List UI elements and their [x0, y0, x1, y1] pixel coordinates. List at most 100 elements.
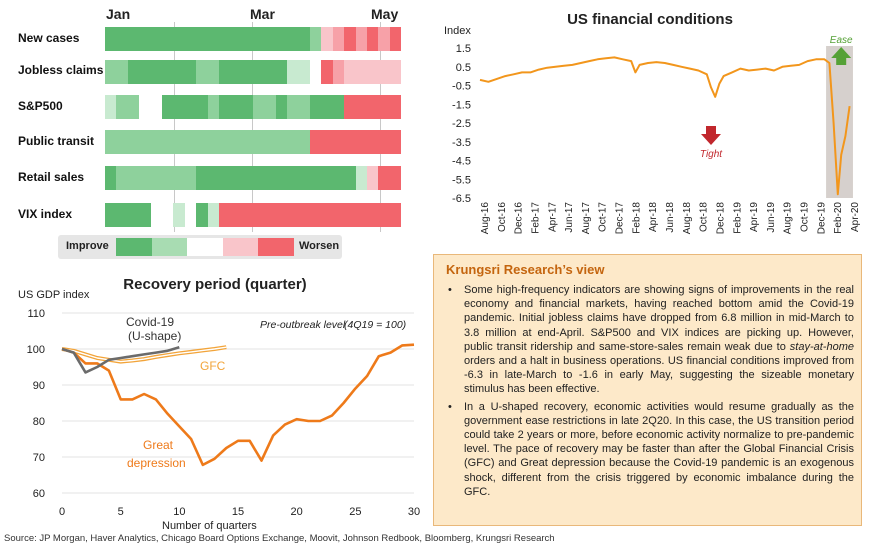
heatmap-cell: [389, 203, 402, 227]
heatmap-cell: [310, 130, 322, 154]
heatmap-cell: [310, 27, 322, 51]
heatmap-row-vix-index: [105, 203, 402, 227]
heatmap-cell: [184, 166, 197, 190]
gdp-chart-title: Recovery period (quarter): [123, 276, 307, 293]
heatmap-cell: [378, 95, 390, 119]
fci-x-tick-label: Apr-20: [850, 202, 861, 232]
fci-x-tick-label: Aug-18: [682, 202, 693, 235]
heatmap-cell: [253, 166, 265, 190]
heatmap-cell: [298, 27, 311, 51]
heatmap-cell: [173, 166, 185, 190]
heatmap-row-label: Retail sales: [18, 170, 85, 184]
heatmap-cell: [298, 166, 311, 190]
heatmap-gridline: [174, 22, 175, 232]
heatmap-cell: [287, 95, 299, 119]
fci-x-tick-label: Apr-17: [547, 202, 558, 232]
heatmap-cell: [196, 203, 208, 227]
fci-chart-title: US financial conditions: [567, 11, 733, 28]
fci-x-tick-label: Jun-18: [665, 202, 676, 233]
legend-worsen-label: Worsen: [299, 240, 340, 252]
view-text: Some high-frequency indicators are showi…: [464, 284, 854, 353]
heatmap-cell: [230, 130, 242, 154]
bullet-icon: •: [448, 284, 452, 296]
gdp-note: Pre-outbreak level: [260, 319, 346, 331]
heatmap-cell: [150, 60, 162, 84]
heatmap-cell: [184, 27, 197, 51]
gdp-y-tick-label: 60: [33, 488, 45, 500]
heatmap-row-label: Jobless claims: [18, 63, 104, 77]
heatmap-cell: [275, 166, 288, 190]
heatmap-cell: [150, 95, 162, 119]
fci-x-tick-label: Dec-17: [615, 202, 626, 235]
heatmap-cell: [355, 95, 367, 119]
legend-swatches: [116, 238, 294, 256]
heatmap-cell: [196, 166, 208, 190]
fci-y-tick-label: -6.5: [452, 193, 471, 205]
heatmap-cell: [389, 95, 402, 119]
heatmap-cell: [116, 166, 128, 190]
heatmap-cell: [389, 27, 402, 51]
month-label-jan: Jan: [106, 6, 131, 22]
gdp-x-tick-label: 20: [291, 506, 303, 518]
heatmap-cell: [275, 130, 288, 154]
heatmap-row-label: VIX index: [18, 207, 73, 221]
heatmap-cell: [207, 203, 219, 227]
heatmap-gridline: [252, 22, 253, 232]
heatmap-cell: [321, 166, 333, 190]
heatmap-cell: [196, 60, 208, 84]
view-text-emphasis: stay-at-home: [789, 340, 854, 353]
gdp-x-tick-label: 5: [118, 506, 124, 518]
fci-y-tick-label: -5.5: [452, 174, 471, 186]
heatmap-cell: [241, 95, 254, 119]
heatmap-cell: [378, 60, 390, 84]
gdp-y-tick-label: 70: [33, 452, 45, 464]
heatmap-cell: [196, 130, 208, 154]
heatmap-cell: [150, 130, 162, 154]
financial-conditions-chart: US financial conditions Index 1.5 0.5 -0.5 -…: [430, 0, 870, 262]
heatmap-cell: [218, 95, 231, 119]
fci-x-tick-label: Feb-17: [530, 202, 541, 234]
heatmap-cell: [264, 130, 276, 154]
heatmap-cell: [218, 203, 231, 227]
heatmap-cell: [105, 95, 117, 119]
heatmap-cell: [253, 60, 265, 84]
heatmap-cell: [332, 130, 345, 154]
heatmap-cell: [139, 130, 151, 154]
gdp-x-axis-label: Number of quarters: [162, 520, 257, 532]
heatmap-cell: [127, 166, 140, 190]
fci-x-tick-label: Jun-17: [564, 202, 575, 233]
heatmap-cell: [218, 130, 231, 154]
fci-y-tick-label: -3.5: [452, 137, 471, 149]
heatmap-cell: [321, 60, 333, 84]
heatmap-cell: [241, 203, 254, 227]
heatmap-cell: [230, 95, 242, 119]
heatmap-cell: [275, 95, 288, 119]
fci-x-tick-label: Feb-19: [732, 202, 743, 234]
heatmap-cell: [355, 27, 367, 51]
heatmap-cell: [116, 95, 128, 119]
ease-arrow-icon: [831, 47, 852, 65]
heatmap-cell: [355, 130, 367, 154]
heatmap-cell: [275, 203, 288, 227]
heatmap-cell: [344, 95, 356, 119]
heatmap-cell: [366, 166, 379, 190]
view-paragraph-2: • In a U-shaped recovery, economic activi…: [448, 400, 854, 499]
heatmap-cell: [344, 60, 356, 84]
heatmap-cell: [127, 203, 140, 227]
heatmap-cell: [218, 27, 231, 51]
fci-x-tick-label: Apr-19: [749, 202, 760, 232]
heatmap-cell: [116, 27, 128, 51]
heatmap-cell: [207, 95, 219, 119]
heatmap-cell: [253, 130, 265, 154]
gdp-y-axis-label: US GDP index: [18, 289, 90, 301]
gdp-x-tick-label: 10: [173, 506, 185, 518]
fci-x-tick-label: Feb-20: [833, 202, 844, 234]
view-paragraph-1: • Some high-frequency indicators are show…: [448, 283, 854, 397]
heatmap-cell: [298, 95, 311, 119]
heatmap-cell: [264, 166, 276, 190]
heatmap-cell: [105, 27, 117, 51]
fci-x-tick-label: Feb-18: [631, 202, 642, 234]
legend-swatch: [222, 238, 259, 256]
heatmap-cell: [184, 60, 197, 84]
heatmap-cell: [366, 27, 379, 51]
